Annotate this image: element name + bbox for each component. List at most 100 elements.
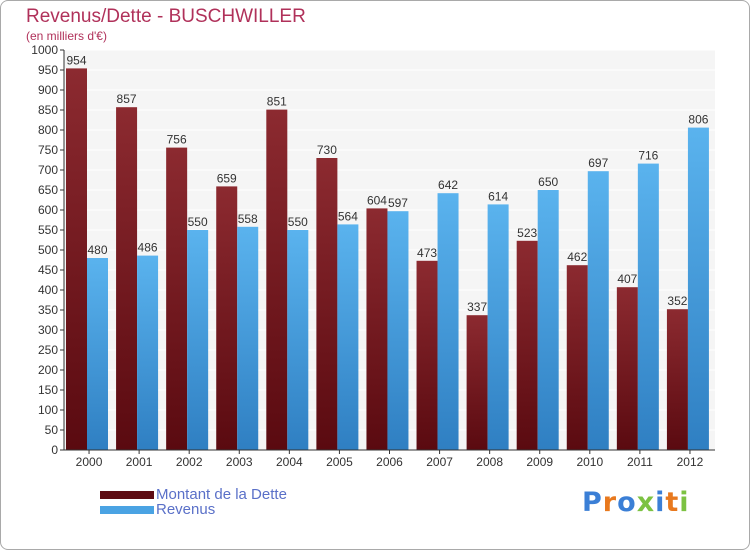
y-tick-label: 800 [38,123,58,137]
y-tick-label: 700 [38,163,58,177]
data-label-debt: 604 [367,193,387,207]
data-label-debt: 352 [667,294,687,308]
bar-revenus [237,226,259,450]
y-tick-label: 50 [45,423,59,437]
x-tick-label: 2007 [426,455,453,469]
data-label-debt: 730 [317,143,337,157]
bar-revenus [137,255,159,450]
x-tick-label: 2000 [76,455,103,469]
y-tick-label: 450 [38,263,58,277]
data-label-debt: 756 [167,133,187,147]
bar-debt [566,265,588,450]
data-label-debt: 337 [467,300,487,314]
x-tick-label: 2005 [326,455,353,469]
bars [66,68,709,451]
y-tick-label: 750 [38,143,58,157]
bar-debt [216,186,238,450]
y-tick-label: 650 [38,183,58,197]
bar-revenus [287,230,309,450]
y-tick-label: 850 [38,103,58,117]
bar-debt [366,208,388,450]
x-tick-label: 2009 [526,455,553,469]
bar-revenus [437,193,459,450]
chart-title: Revenus/Dette - BUSCHWILLER [26,6,306,27]
x-tick-label: 2012 [677,455,704,469]
logo-letter: P [582,487,603,518]
y-tick-label: 600 [38,203,58,217]
bar-revenus [537,190,559,450]
legend-label-revenus: Revenus [156,501,216,518]
bar-debt [466,315,488,450]
y-tick-label: 100 [38,403,58,417]
logo-letter: t [665,487,680,518]
data-label-revenus: 614 [488,189,508,203]
bar-revenus [337,224,359,450]
y-tick-label: 300 [38,323,58,337]
bar-debt [416,260,438,450]
data-label-revenus: 697 [588,156,608,170]
bar-revenus [637,163,659,450]
logo-letter: x [636,487,656,518]
data-label-debt: 954 [66,53,86,67]
data-label-debt: 473 [417,246,437,260]
x-tick-label: 2001 [126,455,153,469]
y-tick-label: 350 [38,303,58,317]
bar-revenus [187,230,209,450]
logo-letter: r [602,487,618,518]
data-label-revenus: 558 [238,212,258,226]
bar-debt [66,68,87,451]
y-tick-label: 150 [38,383,58,397]
chart-subtitle: (en milliers d'€) [26,29,107,43]
data-label-debt: 857 [117,92,137,106]
data-label-revenus: 564 [338,209,358,223]
x-tick-label: 2002 [176,455,203,469]
x-tick-label: 2003 [226,455,253,469]
data-label-debt: 659 [217,171,237,185]
data-label-revenus: 597 [388,196,408,210]
data-label-revenus: 550 [288,215,308,229]
bar-revenus [687,127,709,450]
data-label-revenus: 642 [438,178,458,192]
bar-debt [166,147,188,450]
y-tick-label: 550 [38,223,58,237]
data-label-revenus: 550 [188,215,208,229]
legend-swatch-debt [100,491,154,499]
data-label-revenus: 650 [538,175,558,189]
y-tick-label: 1000 [31,43,58,57]
data-label-debt: 851 [267,95,287,109]
data-label-revenus: 716 [638,149,658,163]
x-tick-label: 2010 [576,455,603,469]
legend-item-revenus: Revenus [100,502,215,518]
proxiti-logo: Proxiti [582,487,690,518]
legend-label-debt: Montant de la Dette [156,486,287,503]
data-label-debt: 462 [567,250,587,264]
y-tick-label: 200 [38,363,58,377]
y-tick-label: 500 [38,243,58,257]
bar-revenus [387,211,409,450]
bar-debt [266,109,288,450]
x-tick-label: 2008 [476,455,503,469]
logo-letter: i [679,487,690,518]
data-label-revenus: 486 [138,241,158,255]
data-label-debt: 523 [517,226,537,240]
x-tick-label: 2011 [627,455,653,469]
y-tick-label: 0 [51,443,58,457]
logo-letter: i [655,487,666,518]
data-label-debt: 407 [617,272,637,286]
axes: 0 50 100 150 200 250 300 350 400 450 500 550 600 650 7… [31,43,715,469]
bar-debt [316,158,338,450]
bar-debt [666,309,688,450]
x-tick-label: 2006 [376,455,403,469]
bar-debt [516,240,538,450]
x-tick-label: 2004 [276,455,303,469]
y-tick-label: 950 [38,63,58,77]
data-label-revenus: 480 [87,243,107,257]
data-label-revenus: 806 [688,113,708,127]
bar-revenus [587,171,609,450]
y-tick-label: 400 [38,283,58,297]
bar-debt [616,287,638,450]
legend-item-debt: Montant de la Dette [100,487,287,503]
bar-revenus [87,258,108,450]
